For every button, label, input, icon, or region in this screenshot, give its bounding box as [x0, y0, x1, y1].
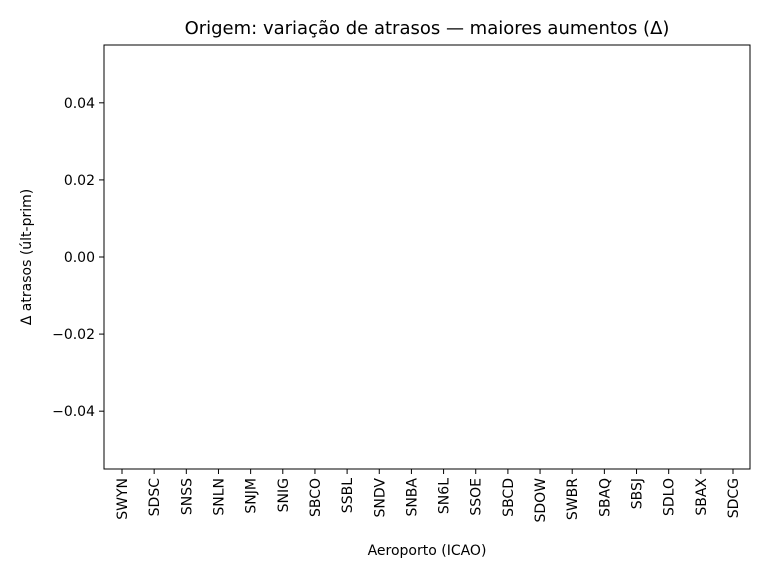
x-tick-label: SBSJ: [630, 478, 646, 509]
x-axis: SWYN SDSC SNSS SNLN SNJM SNIG SBCO SSBL SNDV SNBA…: [115, 469, 742, 523]
y-axis: 0.04 0.02 0.00 −0.02 −0.04: [52, 96, 104, 420]
x-tick-label: SBAQ: [597, 478, 613, 517]
x-tick-label: SDLO: [662, 478, 678, 516]
x-axis-label: Aeroporto (ICAO): [368, 543, 487, 559]
x-tick-label: SDCG: [726, 478, 742, 518]
x-tick-label: SSOE: [469, 478, 485, 516]
y-axis-label: Δ atrasos (últ-prim): [19, 189, 35, 325]
x-tick-label: SDOW: [533, 478, 549, 523]
y-tick-label: −0.02: [52, 327, 95, 343]
x-tick-label: SNJM: [244, 478, 260, 514]
x-tick-label: SBCO: [308, 478, 324, 517]
x-tick-label: SBAX: [694, 478, 710, 516]
x-tick-label: SNIG: [276, 478, 292, 512]
x-tick-label: SNLN: [211, 478, 227, 516]
y-tick-label: −0.04: [52, 404, 95, 420]
chart-title: Origem: variação de atrasos — maiores au…: [185, 18, 670, 39]
y-tick-label: 0.00: [64, 250, 95, 266]
x-tick-label: SNDV: [372, 478, 388, 518]
x-tick-label: SDSC: [147, 478, 163, 517]
y-tick-label: 0.04: [64, 96, 95, 112]
x-tick-label: SNSS: [179, 478, 195, 515]
x-tick-label: SN6L: [437, 478, 453, 514]
x-tick-label: SWBR: [565, 478, 581, 520]
y-tick-label: 0.02: [64, 173, 95, 189]
x-tick-label: SSBL: [340, 478, 356, 513]
x-tick-label: SNBA: [404, 478, 420, 517]
x-tick-label: SWYN: [115, 478, 131, 520]
x-tick-label: SBCD: [501, 478, 517, 517]
